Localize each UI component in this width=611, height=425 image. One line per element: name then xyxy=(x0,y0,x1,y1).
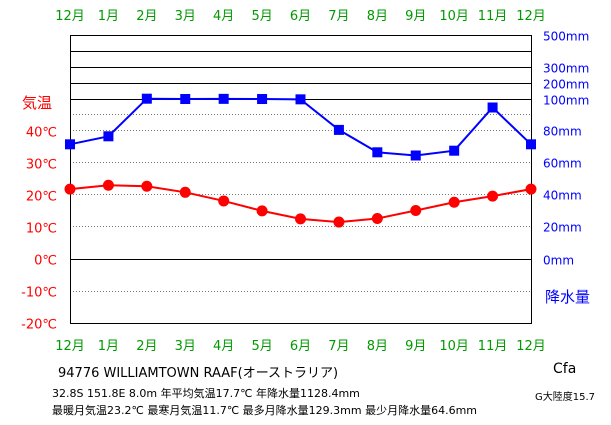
precipitation-tick-label: 20mm xyxy=(543,221,582,235)
month-label-top: 11月 xyxy=(478,9,508,24)
month-label-top: 7月 xyxy=(328,9,349,24)
temperature-tick-label: 10℃ xyxy=(26,222,57,237)
temperature-point xyxy=(64,183,76,195)
right-axis-label: 降水量 xyxy=(545,288,590,306)
precipitation-tick-label: 500mm xyxy=(543,30,589,44)
temperature-point xyxy=(371,213,383,225)
month-label-bottom: 3月 xyxy=(175,339,196,354)
month-label-top: 9月 xyxy=(405,9,426,24)
temperature-point xyxy=(525,183,537,195)
month-label-bottom: 6月 xyxy=(290,339,311,354)
precipitation-tick-label: 60mm xyxy=(543,157,582,171)
temperature-tick-label: 30℃ xyxy=(26,158,57,173)
temperature-tick-label: 40℃ xyxy=(26,126,57,141)
precipitation-tick-label: 300mm xyxy=(543,62,589,76)
temperature-point xyxy=(410,205,422,217)
station-stats-line-1: 32.8S 151.8E 8.0m 年平均気温17.7℃ 年降水量1128.4m… xyxy=(52,387,360,400)
temperature-point xyxy=(333,216,345,228)
temperature-point xyxy=(295,213,306,225)
temperature-point xyxy=(218,195,230,207)
temperature-point xyxy=(179,186,191,198)
temperature-tick-label: -20℃ xyxy=(21,318,57,333)
month-label-bottom: 12月 xyxy=(516,339,546,354)
temperature-point xyxy=(102,179,114,191)
month-label-top: 6月 xyxy=(290,9,311,24)
precipitation-point xyxy=(257,94,268,105)
month-label-top: 12月 xyxy=(516,9,546,24)
precipitation-point xyxy=(141,93,152,104)
continentality-index: G大陸度15.7 xyxy=(535,392,596,403)
month-label-bottom: 12月 xyxy=(55,339,85,354)
month-label-bottom: 4月 xyxy=(213,339,234,354)
precipitation-point xyxy=(103,131,114,142)
precipitation-point xyxy=(487,102,498,113)
precipitation-point xyxy=(333,124,344,135)
precipitation-line xyxy=(69,97,532,157)
temperature-point xyxy=(487,190,499,202)
temperature-point xyxy=(141,180,153,192)
month-label-top: 3月 xyxy=(175,9,196,24)
month-label-top: 12月 xyxy=(55,9,85,24)
precipitation-tick-label: 100mm xyxy=(543,94,589,108)
precipitation-point xyxy=(372,147,383,158)
precipitation-point xyxy=(295,94,306,105)
temperature-point xyxy=(448,196,460,208)
precipitation-point xyxy=(218,93,229,104)
month-label-bottom: 8月 xyxy=(367,339,388,354)
precipitation-tick-label: 80mm xyxy=(543,125,582,139)
precipitation-tick-label: 200mm xyxy=(543,78,589,92)
precipitation-point xyxy=(410,150,421,161)
month-label-bottom: 5月 xyxy=(251,339,272,354)
month-label-bottom: 2月 xyxy=(136,339,157,354)
month-label-top: 1月 xyxy=(98,9,119,24)
station-name: 94776 WILLIAMTOWN RAAF(オーストラリア) xyxy=(58,366,339,381)
temperature-tick-label: 0℃ xyxy=(34,254,57,269)
left-axis-label: 気温 xyxy=(22,94,52,112)
precipitation-point xyxy=(65,139,75,150)
temperature-point xyxy=(256,205,268,217)
month-label-top: 4月 xyxy=(213,9,234,24)
station-stats-line-2: 最暖月気温23.2℃ 最寒月気温11.7℃ 最多月降水量129.3mm 最少月降… xyxy=(52,404,478,417)
month-label-top: 8月 xyxy=(367,9,388,24)
month-label-top: 5月 xyxy=(251,9,272,24)
temperature-tick-label: -10℃ xyxy=(21,286,57,301)
precipitation-tick-label: 40mm xyxy=(543,189,582,203)
precipitation-point xyxy=(180,94,191,105)
climate-classification: Cfa xyxy=(553,361,577,377)
month-label-bottom: 9月 xyxy=(405,339,426,354)
precipitation-tick-label: 0mm xyxy=(543,254,574,268)
precipitation-point xyxy=(449,145,460,156)
month-label-bottom: 10月 xyxy=(439,339,469,354)
precipitation-point xyxy=(526,139,536,150)
month-label-bottom: 7月 xyxy=(328,339,349,354)
month-label-bottom: 1月 xyxy=(98,339,119,354)
month-label-top: 10月 xyxy=(439,9,469,24)
month-label-top: 2月 xyxy=(136,9,157,24)
temperature-tick-label: 20℃ xyxy=(26,190,57,205)
month-label-bottom: 11月 xyxy=(478,339,508,354)
